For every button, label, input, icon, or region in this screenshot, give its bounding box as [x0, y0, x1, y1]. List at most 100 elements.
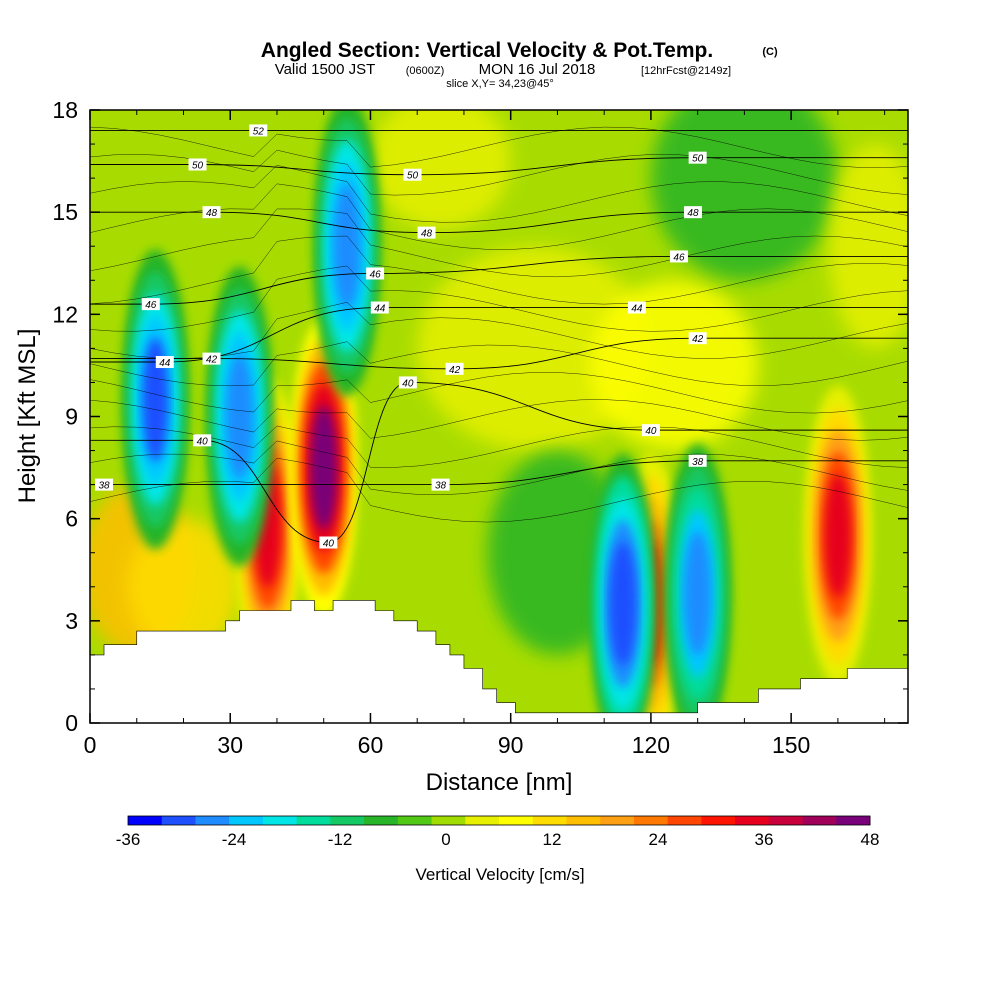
contour-label-text: 38 — [98, 481, 110, 492]
x-axis-label: Distance [nm] — [426, 769, 573, 796]
colorbar-swatch — [735, 816, 770, 825]
contour-label-bg — [688, 332, 707, 345]
contour-label-text: 48 — [206, 208, 218, 219]
colorbar-swatch — [802, 816, 837, 825]
colorbar-swatch — [431, 816, 466, 825]
contour-label: 38 — [95, 478, 114, 492]
pot-temp-contour-labels: 38 38 38 40 40 40 40 42 42 42 44 44 44 46 46 46 48 48 48 50… — [95, 124, 707, 550]
contour-label: 38 — [688, 454, 707, 468]
colorbar: -36 -24 -12 0 12 24 36 48 — [116, 815, 879, 849]
colorbar-frame — [127, 815, 871, 826]
contour-label: 38 — [431, 478, 450, 492]
x-tick-label: 60 — [358, 732, 384, 758]
pot-temp-isentrope — [90, 399, 908, 441]
contour-label-bg — [431, 478, 450, 491]
contour-label-bg — [627, 301, 646, 314]
pot-temp-isentrope — [90, 149, 908, 196]
colorbar-swatch — [667, 816, 702, 825]
contour-label: 44 — [627, 301, 646, 315]
contour-label-bg — [319, 536, 338, 549]
contour-label-bg — [641, 424, 660, 437]
contour-label-bg — [193, 434, 212, 447]
contour-label-text: 38 — [692, 457, 704, 468]
contour-label-bg — [417, 226, 436, 239]
y-tick-label: 0 — [65, 710, 78, 736]
chart-subtitle-forecast: [12hrFcst@2149z] — [641, 65, 731, 77]
contour-label-text: 40 — [402, 378, 414, 389]
terrain — [90, 600, 908, 723]
contour-label-bg — [95, 478, 114, 491]
chart-subtitle-valid: Valid 1500 JST — [275, 61, 376, 78]
contour-label-text: 44 — [631, 304, 643, 315]
contour-label-text: 52 — [253, 126, 265, 137]
x-tick-label: 30 — [217, 732, 243, 758]
contour-label-bg — [202, 206, 221, 219]
chart-slice-text: slice X,Y= 34,23@45° — [446, 78, 554, 90]
contour-label: 40 — [641, 424, 660, 437]
contour-label: 52 — [249, 124, 268, 137]
updraft-core — [310, 405, 337, 530]
contour-label-bg — [398, 376, 417, 389]
x-tick-label: 150 — [772, 732, 810, 758]
contour-label: 48 — [683, 206, 702, 219]
colorbar-swatch — [701, 816, 736, 825]
contour-label-bg — [403, 168, 422, 181]
contour-label: 50 — [403, 168, 422, 182]
colorbar-swatch — [296, 816, 331, 825]
contour-label-text: 42 — [692, 334, 704, 345]
colorbar-swatch — [161, 816, 196, 825]
contour-label-text: 48 — [421, 229, 433, 240]
y-axis-label: Height [Kft MSL] — [14, 329, 41, 504]
velocity-wash — [127, 518, 240, 655]
colorbar-swatch — [768, 816, 804, 825]
contour-label-text: 50 — [692, 154, 704, 165]
contour-label-bg — [445, 362, 464, 375]
contour-label-text: 50 — [407, 171, 419, 182]
contour-label: 50 — [688, 151, 707, 165]
y-tick-label: 18 — [52, 97, 78, 123]
y-axis: 0 3 6 9 12 15 18 — [52, 97, 908, 736]
pot-temp-isentrope — [90, 301, 908, 359]
contour-label-bg — [669, 250, 688, 263]
updraft-core — [824, 473, 852, 598]
colorbar-tick-label: 12 — [543, 830, 562, 849]
contour-label: 44 — [370, 301, 389, 315]
colorbar-tick-label: 0 — [441, 830, 450, 849]
pot-temp-isentrope — [90, 126, 908, 169]
colorbar-swatch — [262, 816, 298, 825]
chart-title-suffix: (C) — [762, 46, 778, 58]
velocity-field — [90, 110, 908, 723]
colorbar-label: Vertical Velocity [cm/s] — [415, 865, 584, 884]
colorbar-swatch — [600, 816, 635, 825]
contour-label-text: 40 — [323, 539, 335, 550]
contour-label: 44 — [155, 356, 174, 369]
contour-label-bg — [370, 301, 389, 314]
contour-label-bg — [249, 124, 268, 137]
velocity-wash — [590, 280, 759, 451]
downdraft-core — [142, 337, 169, 462]
contour-label: 40 — [398, 376, 417, 389]
colorbar-swatch — [532, 816, 567, 825]
colorbar-swatch — [397, 816, 433, 825]
pot-temp-isentrope — [90, 372, 908, 414]
pot-temp-isentrope — [90, 235, 908, 305]
contour-label-text: 40 — [645, 426, 657, 437]
colorbar-swatch — [195, 816, 230, 825]
pot-temp-isentrope — [90, 265, 908, 332]
y-tick-label: 6 — [65, 506, 78, 532]
pot-temp-isentrope — [90, 183, 908, 250]
contour-label-text: 40 — [197, 436, 209, 447]
contour-label-bg — [155, 356, 174, 369]
chart-subtitle-zulu: (0600Z) — [406, 65, 445, 77]
contour-label-bg — [683, 206, 702, 219]
colorbar-swatch — [364, 816, 399, 825]
contour-label-text: 42 — [206, 355, 218, 366]
colorbar-swatch — [128, 816, 163, 825]
contour-label-text: 46 — [673, 252, 685, 263]
contour-label-bg — [366, 267, 385, 280]
contour-label-text: 46 — [370, 269, 382, 280]
contour-label: 46 — [141, 298, 160, 311]
chart-title: Angled Section: Vertical Velocity & Pot.… — [261, 39, 713, 62]
contour-label-text: 46 — [145, 300, 157, 311]
